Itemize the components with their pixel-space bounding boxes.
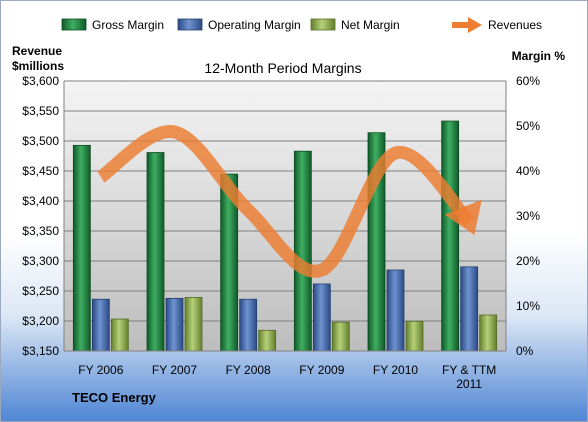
bar-gross-margin-0 xyxy=(72,144,91,352)
bar-gross-margin-5 xyxy=(441,120,460,352)
left-tick-label-4: $3,350 xyxy=(22,224,59,238)
left-tick-label-7: $3,500 xyxy=(22,134,59,148)
axes-group: $3,150 $3,200 $3,250 $3,300 $3,350 $3,400 $3,4… xyxy=(22,74,540,391)
bar-operating-margin-2 xyxy=(239,298,258,352)
bar-net-margin-3 xyxy=(331,321,350,352)
left-tick-label-8: $3,550 xyxy=(22,104,59,118)
bar-net-margin-5 xyxy=(479,314,498,352)
bar-net-margin-4 xyxy=(405,320,424,352)
left-tick-label-1: $3,200 xyxy=(22,314,59,328)
category-label-4: FY 2010 xyxy=(373,363,418,377)
bars-group xyxy=(72,120,498,352)
bar-operating-margin-0 xyxy=(91,298,110,352)
left-tick-label-0: $3,150 xyxy=(22,344,59,358)
bar-operating-margin-4 xyxy=(386,269,405,352)
right-tick-label-3: 30% xyxy=(516,209,540,223)
bar-net-margin-1 xyxy=(184,297,203,352)
category-label-5: FY & TTM 2011 xyxy=(442,363,496,391)
legend-label-revenue: Revenues xyxy=(488,18,542,32)
bar-gross-margin-3 xyxy=(293,150,312,352)
right-tick-label-6: 60% xyxy=(516,74,540,88)
legend-label-2: Net Margin xyxy=(341,18,400,32)
bar-operating-margin-3 xyxy=(312,283,331,352)
revenue-arrow-head xyxy=(444,199,482,235)
legend: Gross Margin Operating Margin Net Margin Re… xyxy=(61,17,542,33)
legend-swatch-2 xyxy=(310,18,336,31)
bar-operating-margin-1 xyxy=(165,297,184,352)
left-axis-label-line2: $millions xyxy=(12,59,64,73)
category-label-1: FY 2007 xyxy=(152,363,197,377)
right-tick-label-0: 0% xyxy=(516,344,534,358)
revenue-line-group xyxy=(97,125,482,278)
left-tick-label-6: $3,450 xyxy=(22,164,59,178)
right-tick-label-4: 40% xyxy=(516,164,540,178)
legend-arrow-revenue xyxy=(468,17,482,33)
bar-net-margin-2 xyxy=(258,329,277,352)
plot-area xyxy=(64,81,506,351)
legend-swatch-1 xyxy=(177,18,203,31)
left-tick-label-3: $3,300 xyxy=(22,254,59,268)
company-label: TECO Energy xyxy=(72,390,157,405)
legend-label-0: Gross Margin xyxy=(92,18,164,32)
left-tick-label-2: $3,250 xyxy=(22,284,59,298)
left-axis-label-line1: Revenue xyxy=(12,44,62,58)
category-label-3: FY 2009 xyxy=(299,363,344,377)
revenue-line xyxy=(97,125,474,278)
bar-net-margin-0 xyxy=(110,318,129,352)
category-label-0: FY 2006 xyxy=(78,363,123,377)
category-label-2: FY 2008 xyxy=(226,363,271,377)
right-axis-label: Margin % xyxy=(512,49,566,63)
left-tick-label-5: $3,400 xyxy=(22,194,59,208)
bar-operating-margin-5 xyxy=(460,266,479,352)
legend-swatch-0 xyxy=(61,18,87,31)
left-tick-label-9: $3,600 xyxy=(22,74,59,88)
right-tick-label-1: 10% xyxy=(516,299,540,313)
chart-title: 12-Month Period Margins xyxy=(204,60,361,76)
legend-label-1: Operating Margin xyxy=(208,18,301,32)
right-tick-label-5: 50% xyxy=(516,119,540,133)
right-tick-label-2: 20% xyxy=(516,254,540,268)
bar-gross-margin-1 xyxy=(146,152,165,352)
